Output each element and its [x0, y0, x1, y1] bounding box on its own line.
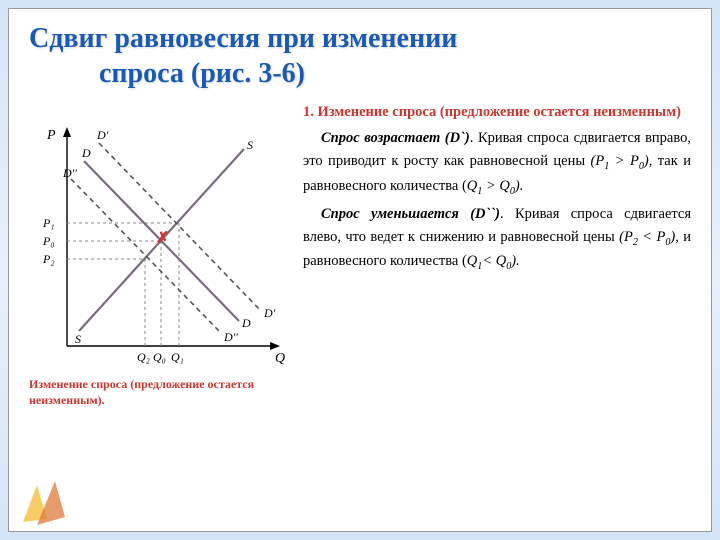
svg-text:D'': D'' [223, 330, 238, 344]
p3-lead: Спрос уменьшается (D``) [321, 206, 500, 222]
p3-m1: (P [619, 229, 633, 245]
svg-text:D: D [81, 146, 91, 160]
para-1: 1. Изменение спроса (предложение остаетс… [303, 101, 691, 123]
svg-text:P₁: P₁ [42, 216, 55, 230]
svg-text:P: P [46, 128, 56, 143]
p2-m1: (P [591, 153, 605, 169]
svg-text:P₀: P₀ [42, 234, 55, 248]
svg-text:✗: ✗ [156, 230, 169, 247]
p1-lead: 1. Изменение спроса [303, 104, 436, 120]
p2-lead: Спрос возрастает (D`) [321, 130, 470, 146]
p3-q2: Q [467, 253, 477, 269]
svg-text:D': D' [263, 306, 276, 320]
p2-c2: ). [515, 178, 523, 194]
svg-text:Q₁: Q₁ [171, 350, 184, 364]
p2-gt2: > Q [482, 178, 510, 194]
para-3: Спрос уменьшается (D``). Кривая спроса с… [303, 203, 691, 275]
slide-title: Сдвиг равновесия при изменении спроса (р… [29, 21, 691, 91]
p2-gt: > P [609, 153, 639, 169]
p1-rest: (предложение остается неизменным) [436, 104, 681, 120]
content-row: P Q P₁ P₀ P₂ Q₂Q₀ Q₁ S S D D D' D' D'' D'' ✗ Изменение … [29, 101, 691, 408]
p3-lt: < P [638, 229, 665, 245]
svg-text:S: S [247, 138, 253, 152]
left-column: P Q P₁ P₀ P₂ Q₂Q₀ Q₁ S S D D D' D' D'' D'' ✗ Изменение … [29, 101, 289, 408]
graph-caption: Изменение спроса (предложение остается н… [29, 377, 289, 408]
svg-text:Q₂: Q₂ [137, 350, 150, 364]
title-line1: Сдвиг равновесия при изменении [29, 23, 457, 54]
graph-svg: P Q P₁ P₀ P₂ Q₂Q₀ Q₁ S S D D D' D' D'' D'' ✗ [29, 121, 289, 371]
graph: P Q P₁ P₀ P₂ Q₂Q₀ Q₁ S S D D D' D' D'' D'' ✗ [29, 121, 289, 371]
svg-text:S: S [75, 332, 81, 346]
slide-frame: Сдвиг равновесия при изменении спроса (р… [8, 8, 712, 532]
svg-text:P₂: P₂ [42, 252, 55, 266]
right-column: 1. Изменение спроса (предложение остаетс… [303, 101, 691, 408]
svg-text:Q₀: Q₀ [153, 350, 166, 364]
svg-text:D: D [241, 316, 251, 330]
p3-c2: ). [511, 253, 519, 269]
title-line2: спроса (рис. 3-6) [29, 58, 305, 89]
svg-text:D'': D'' [62, 166, 77, 180]
svg-text:Q: Q [275, 351, 285, 366]
svg-text:D': D' [96, 128, 109, 142]
p2-q1: Q [467, 178, 477, 194]
corner-decoration-icon [15, 477, 75, 527]
p3-lt2: < Q [482, 253, 506, 269]
para-2: Спрос возрастает (D`). Кривая спроса сдв… [303, 127, 691, 199]
